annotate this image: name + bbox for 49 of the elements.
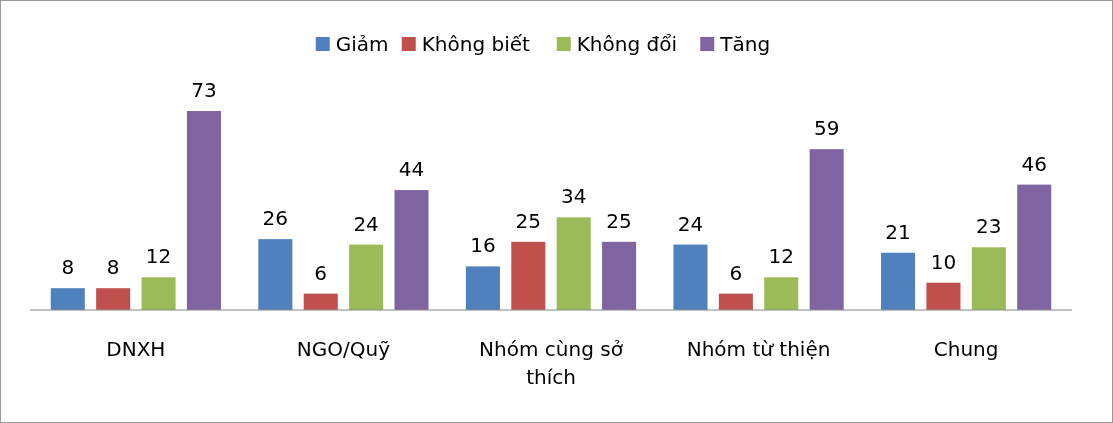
- bar: [511, 241, 546, 310]
- data-label: 25: [606, 208, 632, 233]
- data-label: 59: [813, 116, 840, 141]
- data-label: 16: [470, 233, 496, 258]
- bar: [141, 277, 176, 310]
- data-label: 6: [729, 260, 743, 285]
- data-label: 44: [398, 157, 425, 182]
- data-label: 21: [885, 219, 911, 244]
- x-tick-label: Nhóm cùng sở thích: [479, 337, 624, 389]
- data-label: 10: [930, 249, 957, 274]
- data-label: 26: [262, 206, 289, 231]
- bar: [971, 247, 1006, 310]
- data-label: 34: [560, 184, 587, 209]
- bar: [186, 111, 221, 310]
- data-label: 46: [1021, 151, 1047, 176]
- bar: [764, 277, 799, 310]
- bar: [602, 241, 637, 310]
- x-tick-label: NGO/Quỹ: [296, 337, 391, 361]
- data-label: 12: [145, 244, 172, 269]
- data-label: 24: [677, 211, 704, 236]
- data-label: 24: [353, 211, 379, 236]
- data-label: 12: [768, 244, 794, 269]
- bar: [96, 288, 131, 310]
- bar: [556, 217, 591, 310]
- data-label: 73: [191, 78, 217, 102]
- bar: [394, 190, 429, 310]
- data-label: 23: [976, 214, 1002, 239]
- legend-label: Giảm: [335, 32, 389, 56]
- data-label: 8: [106, 255, 120, 280]
- bar: [465, 266, 500, 310]
- legend-label: Không biết: [421, 32, 531, 56]
- legend-label: Không đổi: [576, 32, 677, 56]
- bar: [926, 282, 961, 310]
- bar: [50, 288, 85, 310]
- data-label: 25: [515, 208, 542, 233]
- legend-label: Tăng: [719, 32, 771, 56]
- bar: [303, 293, 338, 310]
- data-label: 6: [314, 260, 328, 285]
- bar: [673, 244, 708, 310]
- x-tick-label: Nhóm từ thiện: [686, 337, 831, 361]
- bar: [881, 252, 916, 310]
- x-tick-label: Chung: [933, 337, 999, 361]
- bar: [1017, 184, 1052, 310]
- x-tick-label: DNXH: [106, 337, 166, 361]
- bar: [349, 244, 384, 310]
- bar: [809, 149, 844, 310]
- data-label: 8: [61, 255, 75, 280]
- bar: [258, 239, 293, 310]
- bar: [718, 293, 753, 310]
